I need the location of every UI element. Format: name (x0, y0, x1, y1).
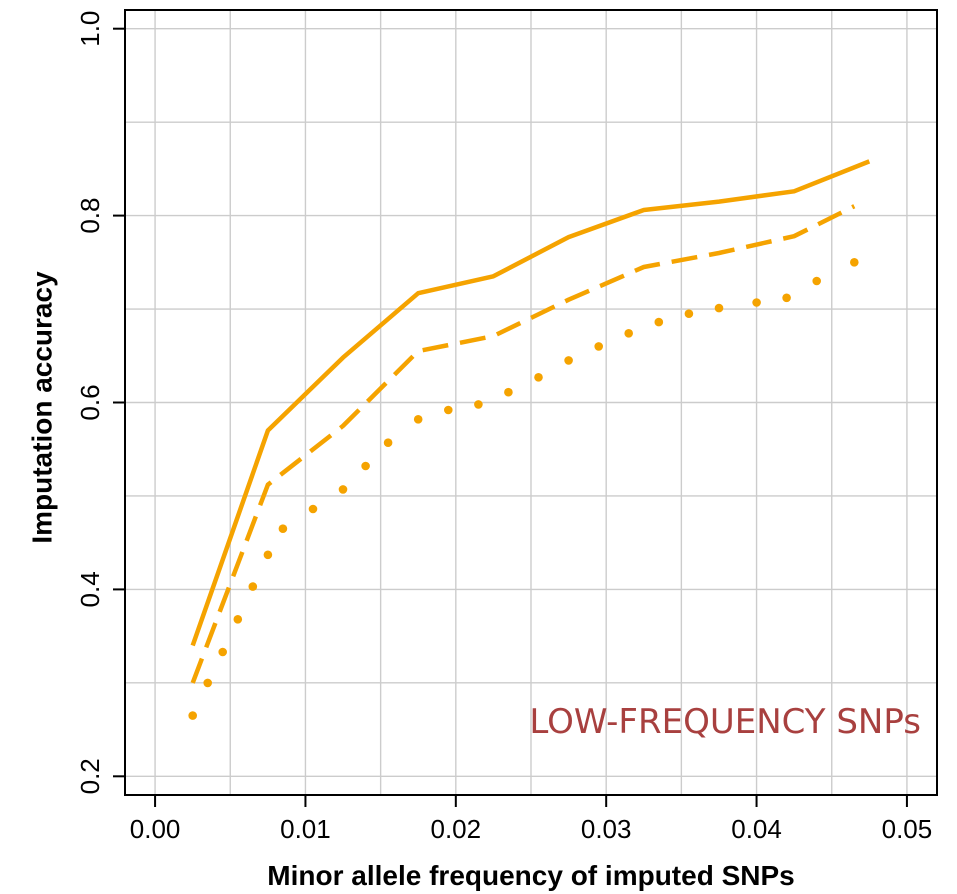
data-point (534, 373, 543, 382)
x-tick-label: 0.05 (882, 814, 933, 844)
x-axis: 0.00 0.01 0.02 0.03 0.04 0.05 (130, 795, 932, 844)
data-point (594, 342, 603, 351)
data-point (383, 438, 393, 448)
x-tick-label: 0.04 (731, 814, 782, 844)
y-axis-title: Imputation accuracy (26, 271, 57, 544)
data-point (714, 303, 724, 313)
y-tick-label: 0.4 (75, 571, 105, 607)
data-point (504, 387, 513, 397)
data-point (684, 309, 694, 319)
data-point (338, 485, 348, 494)
data-point (203, 678, 212, 688)
y-tick-label: 0.8 (75, 198, 105, 234)
x-tick-label: 0.00 (130, 814, 181, 844)
x-tick-label: 0.03 (581, 814, 632, 844)
series-solid (190, 159, 871, 647)
data-point (782, 293, 791, 303)
data-point (850, 258, 859, 267)
series-dotted (188, 258, 859, 720)
series-dashed (190, 204, 856, 684)
data-point (564, 356, 573, 365)
x-tick-label: 0.02 (431, 814, 482, 844)
data-point (361, 461, 370, 471)
y-tick-label: 1.0 (75, 11, 105, 47)
data-point (233, 615, 243, 624)
y-axis: 0.2 0.4 0.6 0.8 1.0 (75, 11, 125, 794)
y-tick-label: 0.2 (75, 758, 105, 794)
data-point (752, 298, 761, 307)
annotation-label: LOW-FREQUENCY SNPs (529, 702, 921, 742)
y-tick-label: 0.6 (75, 384, 105, 420)
data-point (278, 524, 288, 533)
data-point (654, 317, 664, 327)
data-point (812, 276, 821, 286)
data-point (413, 415, 423, 424)
data-point (263, 550, 273, 560)
series-layer (188, 159, 871, 720)
data-point (308, 504, 318, 514)
data-point (624, 329, 633, 338)
data-point (248, 582, 258, 591)
data-point (188, 711, 197, 720)
data-point (218, 647, 227, 657)
data-point (444, 405, 453, 415)
grid (125, 10, 937, 795)
x-tick-label: 0.01 (280, 814, 331, 844)
data-point (474, 400, 483, 409)
x-axis-title: Minor allele frequency of imputed SNPs (267, 860, 794, 891)
